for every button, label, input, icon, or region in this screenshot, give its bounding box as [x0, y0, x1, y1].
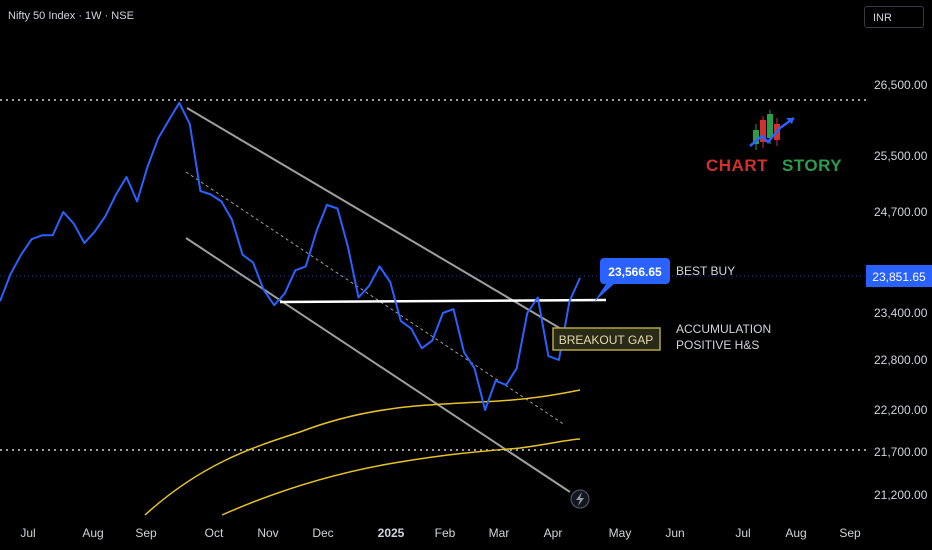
y-tick-label: 21,200.00	[874, 488, 928, 502]
logo-text-story: STORY	[782, 156, 843, 175]
y-tick-label: 21,700.00	[874, 445, 928, 459]
y-tick-label: 24,700.00	[874, 205, 928, 219]
x-tick-label: Sep	[135, 526, 157, 540]
x-tick-label: Jun	[665, 526, 684, 540]
x-tick-label: May	[609, 526, 632, 540]
y-tick-label: 26,500.00	[874, 78, 928, 92]
last-price-label: 23,851.65	[872, 270, 926, 284]
x-tick-label: Jul	[20, 526, 35, 540]
chart-story-logo: CHART STORY	[706, 110, 842, 180]
logo-text: CHART STORY	[706, 156, 842, 176]
best-buy-callout	[600, 258, 670, 284]
x-tick-label: Feb	[435, 526, 456, 540]
x-tick-label: Mar	[489, 526, 510, 540]
x-tick-label: Oct	[205, 526, 224, 540]
neckline	[279, 298, 607, 304]
best-buy-callout-pointer	[594, 284, 614, 302]
x-tick-label: Sep	[839, 526, 861, 540]
best-buy-price: 23,566.65	[608, 265, 662, 279]
last-price-badge	[866, 265, 932, 287]
x-tick-label: Aug	[785, 526, 806, 540]
candlestick-logo-icon	[749, 110, 795, 150]
x-tick-label: Apr	[544, 526, 563, 540]
symbol-title[interactable]: Nifty 50 Index · 1W · NSE	[8, 10, 134, 22]
lightning-icon-glyph	[576, 492, 584, 506]
moving-average-fast	[144, 389, 581, 516]
accumulation-label: ACCUMULATION	[676, 322, 771, 336]
y-tick-label: 25,500.00	[874, 149, 928, 163]
x-tick-label: Nov	[257, 526, 278, 540]
channel-upper-line	[186, 107, 591, 347]
moving-average-slow	[221, 438, 581, 516]
x-tick-label: 2025	[378, 526, 405, 540]
y-tick-label: 22,200.00	[874, 403, 928, 417]
price-line	[0, 101, 581, 411]
x-tick-label: Aug	[82, 526, 103, 540]
best-buy-label: BEST BUY	[676, 264, 735, 278]
positive-hs-label: POSITIVE H&S	[676, 338, 759, 352]
breakout-gap-box	[552, 327, 661, 351]
x-tick-label: Jul	[735, 526, 750, 540]
y-tick-label: 22,800.00	[874, 353, 928, 367]
breakout-gap-label: BREAKOUT GAP	[559, 333, 653, 347]
currency-selector[interactable]: INR	[864, 6, 924, 28]
logo-text-chart: CHART	[706, 156, 768, 175]
y-tick-label: 23,400.00	[874, 306, 928, 320]
x-tick-label: Dec	[312, 526, 333, 540]
